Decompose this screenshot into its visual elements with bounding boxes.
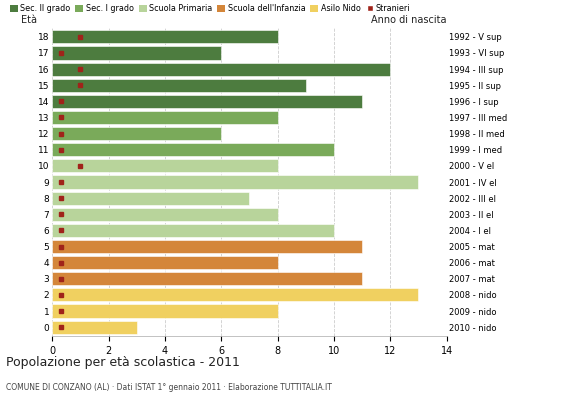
Bar xyxy=(52,224,334,237)
Bar xyxy=(52,192,249,205)
Bar xyxy=(52,46,221,60)
Bar xyxy=(52,62,390,76)
Bar xyxy=(52,240,362,253)
Bar xyxy=(52,127,221,140)
Bar xyxy=(52,256,278,269)
Bar xyxy=(52,30,278,44)
Text: COMUNE DI CONZANO (AL) · Dati ISTAT 1° gennaio 2011 · Elaborazione TUTTITALIA.IT: COMUNE DI CONZANO (AL) · Dati ISTAT 1° g… xyxy=(6,383,332,392)
Bar xyxy=(52,175,418,189)
Bar xyxy=(52,272,362,285)
Bar xyxy=(52,79,306,92)
Bar xyxy=(52,208,278,221)
Legend: Sec. II grado, Sec. I grado, Scuola Primaria, Scuola dell'Infanzia, Asilo Nido, : Sec. II grado, Sec. I grado, Scuola Prim… xyxy=(10,4,411,13)
Text: Anno di nascita: Anno di nascita xyxy=(371,15,447,25)
Bar xyxy=(52,95,362,108)
Text: Età: Età xyxy=(21,15,37,25)
Bar xyxy=(52,159,278,172)
Bar xyxy=(52,320,137,334)
Bar xyxy=(52,304,278,318)
Bar xyxy=(52,288,418,302)
Bar xyxy=(52,111,278,124)
Bar xyxy=(52,143,334,156)
Text: Popolazione per età scolastica - 2011: Popolazione per età scolastica - 2011 xyxy=(6,356,240,369)
